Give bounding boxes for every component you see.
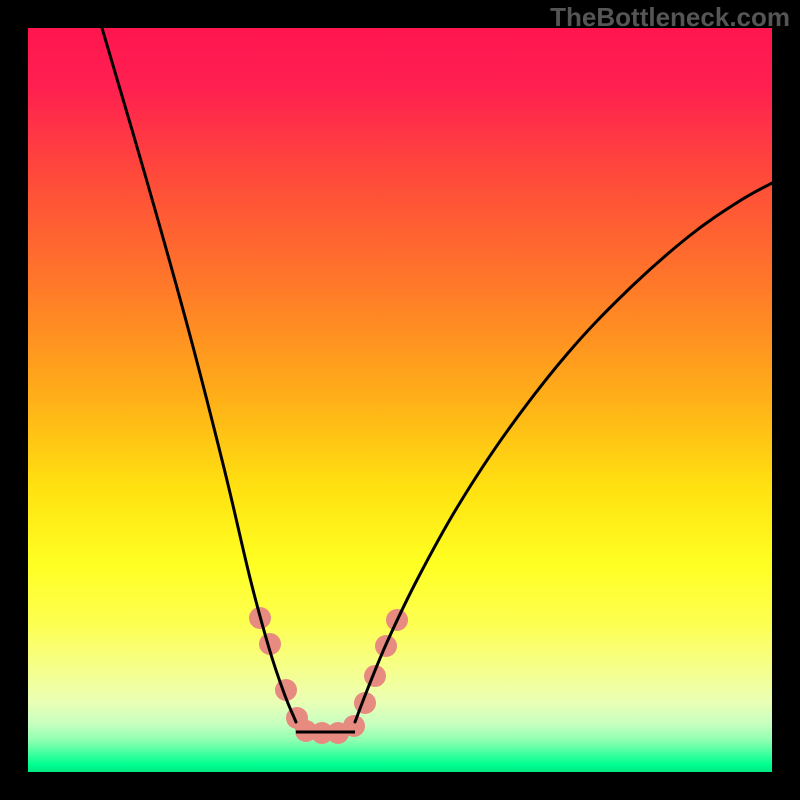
plot-area [28, 28, 772, 772]
gradient-background [28, 28, 772, 772]
chart-svg [28, 28, 772, 772]
marker-dot [343, 715, 365, 737]
